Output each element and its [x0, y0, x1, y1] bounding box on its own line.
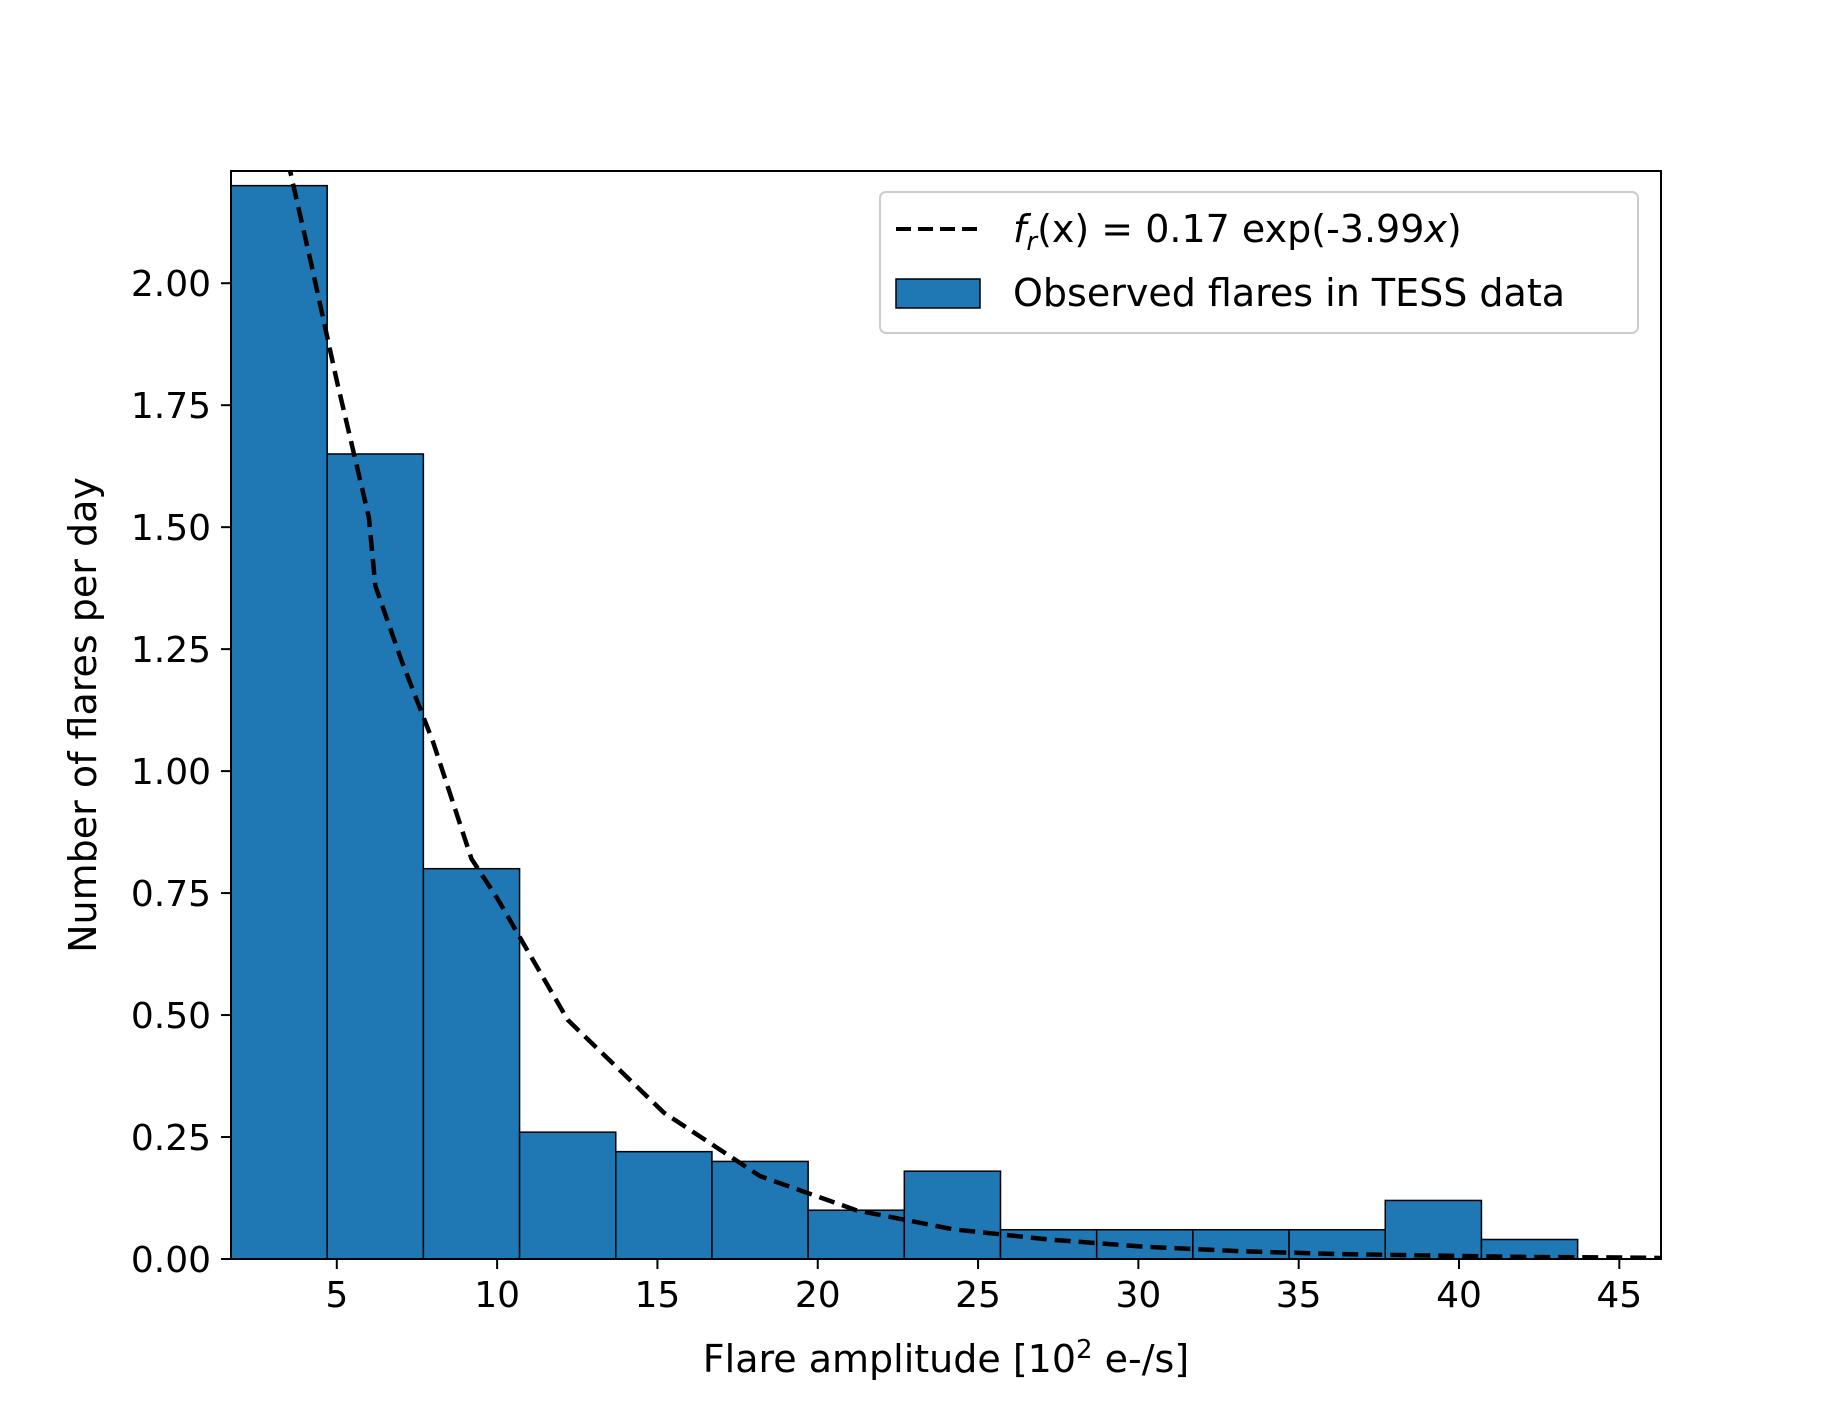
plot-frame [230, 170, 1662, 1260]
x-tick-label: 25 [955, 1275, 1001, 1316]
histogram-bar-3 [422, 867, 521, 1259]
y-axis-label: Number of flares per day [61, 477, 105, 953]
y-axis-ticks: 0.00 0.25 0.50 0.75 1.00 1.25 1.50 1.75 2.00 [131, 264, 231, 1281]
x-axis-ticks: 5 10 15 20 25 30 35 40 45 [325, 1259, 1642, 1316]
y-tick-label: 1.00 [131, 752, 211, 793]
y-tick-label: 0.25 [131, 1118, 211, 1159]
histogram-bar-5 [615, 1150, 713, 1259]
legend-box [879, 191, 1639, 334]
x-tick-label: 20 [795, 1275, 841, 1316]
y-tick-label: 0.00 [131, 1240, 211, 1281]
y-tick-label: 0.50 [131, 996, 211, 1037]
x-tick-label: 30 [1115, 1275, 1161, 1316]
legend: fr(x) = 0.17 exp(-3.99x) Observed flares… [879, 191, 1639, 334]
x-axis-label-exponent: 2 [1076, 1335, 1093, 1365]
y-tick-label: 1.25 [131, 630, 211, 671]
legend-fit-label: fr(x) = 0.17 exp(-3.99x) [1013, 207, 1462, 257]
y-tick-label: 1.75 [131, 386, 211, 427]
x-tick-label: 15 [635, 1275, 681, 1316]
y-tick-label: 1.50 [131, 508, 211, 549]
y-tick-label: 0.75 [131, 874, 211, 915]
histogram-bar-2 [326, 453, 425, 1259]
histogram-bar-8 [903, 1170, 1002, 1259]
histogram-bar-1 [231, 184, 328, 1259]
x-tick-label: 35 [1276, 1275, 1322, 1316]
legend-histogram-label: Observed flares in TESS data [1013, 271, 1565, 315]
x-tick-label: 5 [325, 1275, 348, 1316]
x-tick-label: 45 [1596, 1275, 1642, 1316]
legend-histogram-swatch [895, 278, 981, 309]
histogram-bar-4 [518, 1131, 617, 1259]
x-tick-label: 40 [1436, 1275, 1482, 1316]
histogram-bar-11 [1192, 1228, 1290, 1259]
x-tick-label: 10 [474, 1275, 520, 1316]
y-tick-label: 2.00 [131, 264, 211, 305]
histogram-bars [231, 184, 1579, 1259]
x-axis-label: Flare amplitude [102 e-/s] [703, 1335, 1189, 1381]
histogram-bar-13 [1384, 1199, 1483, 1259]
